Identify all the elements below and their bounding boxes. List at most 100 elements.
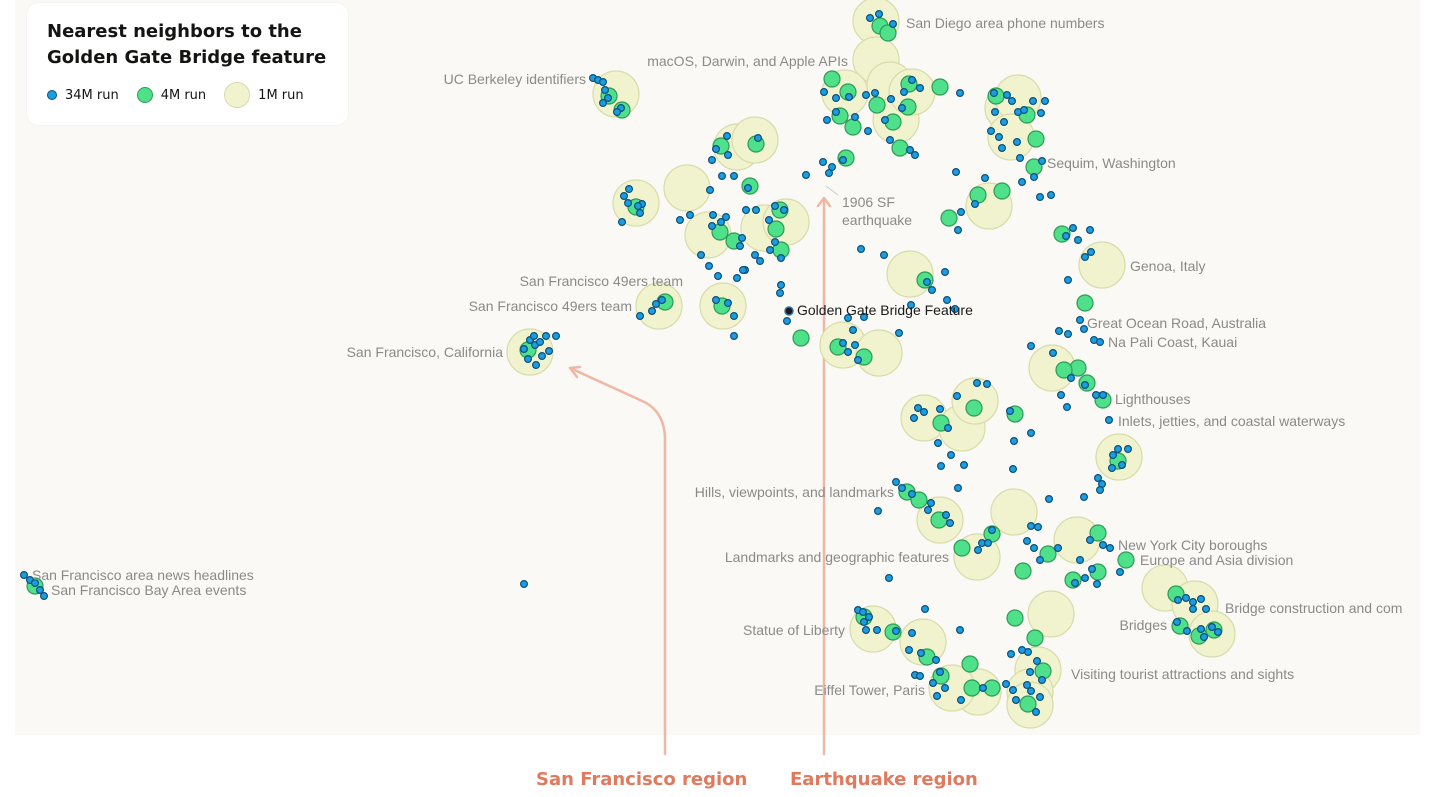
small-marker-189[interactable] (1044, 495, 1053, 504)
small-marker-83[interactable] (729, 312, 738, 321)
small-marker-61[interactable] (779, 206, 788, 215)
small-marker-194[interactable] (1075, 555, 1084, 564)
small-marker-13[interactable] (844, 92, 853, 101)
medium-marker-39[interactable] (1055, 361, 1073, 379)
small-marker-210[interactable] (1182, 626, 1191, 635)
small-marker-42[interactable] (743, 184, 752, 193)
small-marker-266[interactable] (39, 591, 48, 600)
small-marker-14[interactable] (861, 90, 870, 99)
small-marker-113[interactable] (986, 126, 995, 135)
medium-marker-22[interactable] (767, 220, 785, 238)
small-marker-30[interactable] (818, 158, 827, 167)
small-marker-0[interactable] (865, 14, 874, 23)
small-marker-247[interactable] (1031, 707, 1040, 716)
medium-marker-29[interactable] (1027, 130, 1045, 148)
small-marker-184[interactable] (987, 525, 996, 534)
small-marker-217[interactable] (858, 607, 867, 616)
small-marker-176[interactable] (907, 490, 916, 499)
small-marker-213[interactable] (1213, 627, 1222, 636)
small-marker-218[interactable] (864, 612, 873, 621)
small-marker-181[interactable] (873, 507, 882, 516)
small-marker-48[interactable] (617, 218, 626, 227)
small-marker-25[interactable] (880, 115, 889, 124)
small-marker-135[interactable] (1079, 325, 1088, 334)
small-marker-162[interactable] (1009, 437, 1018, 446)
small-marker-235[interactable] (956, 695, 965, 704)
small-marker-177[interactable] (926, 499, 935, 508)
small-marker-127[interactable] (1068, 224, 1077, 233)
small-marker-96[interactable] (922, 278, 931, 287)
small-marker-120[interactable] (1017, 178, 1026, 187)
small-marker-15[interactable] (870, 88, 879, 97)
small-marker-104[interactable] (1007, 96, 1016, 105)
small-marker-10[interactable] (612, 107, 621, 116)
small-marker-186[interactable] (973, 545, 982, 554)
small-marker-206[interactable] (1196, 594, 1205, 603)
small-marker-167[interactable] (1123, 445, 1132, 454)
small-marker-191[interactable] (1029, 543, 1038, 552)
small-marker-145[interactable] (1091, 391, 1100, 400)
small-marker-208[interactable] (1188, 604, 1197, 613)
small-marker-121[interactable] (1029, 173, 1038, 182)
small-marker-153[interactable] (935, 405, 944, 414)
small-marker-63[interactable] (765, 246, 774, 255)
small-marker-123[interactable] (970, 200, 979, 209)
small-marker-255[interactable] (544, 347, 553, 356)
small-marker-86[interactable] (843, 314, 852, 323)
small-marker-19[interactable] (915, 83, 924, 92)
small-marker-193[interactable] (1053, 543, 1062, 552)
medium-marker-70[interactable] (1006, 609, 1024, 627)
small-marker-82[interactable] (723, 299, 732, 308)
small-marker-220[interactable] (861, 625, 870, 634)
small-marker-98[interactable] (942, 296, 951, 305)
small-marker-188[interactable] (1033, 522, 1042, 531)
small-marker-179[interactable] (941, 511, 950, 520)
small-marker-18[interactable] (907, 75, 916, 84)
small-marker-234[interactable] (932, 691, 941, 700)
small-marker-27[interactable] (885, 136, 894, 145)
small-marker-159[interactable] (946, 451, 955, 460)
small-marker-233[interactable] (940, 683, 949, 692)
small-marker-111[interactable] (1036, 108, 1045, 117)
medium-marker-4[interactable] (868, 96, 886, 114)
small-marker-259[interactable] (519, 345, 528, 354)
small-marker-198[interactable] (1092, 579, 1101, 588)
small-marker-197[interactable] (1105, 543, 1114, 552)
small-marker-196[interactable] (1098, 540, 1107, 549)
small-marker-38[interactable] (723, 151, 732, 160)
small-marker-232[interactable] (928, 678, 937, 687)
small-marker-122[interactable] (980, 174, 989, 183)
small-marker-161[interactable] (959, 461, 968, 470)
small-marker-50[interactable] (633, 202, 642, 211)
small-marker-80[interactable] (657, 296, 666, 305)
small-marker-203[interactable] (1173, 595, 1182, 604)
small-marker-44[interactable] (624, 185, 633, 194)
small-marker-143[interactable] (1066, 374, 1075, 383)
small-marker-1[interactable] (874, 10, 883, 19)
small-marker-108[interactable] (1019, 105, 1028, 114)
small-marker-40[interactable] (717, 172, 726, 181)
small-marker-225[interactable] (904, 645, 913, 654)
small-marker-160[interactable] (936, 462, 945, 471)
small-marker-94[interactable] (906, 301, 915, 310)
small-marker-238[interactable] (1032, 656, 1041, 665)
small-marker-224[interactable] (920, 604, 929, 613)
small-marker-124[interactable] (956, 208, 965, 217)
small-marker-249[interactable] (1001, 679, 1010, 688)
small-marker-141[interactable] (1026, 342, 1035, 351)
small-marker-133[interactable] (1063, 276, 1072, 285)
small-marker-190[interactable] (1022, 536, 1031, 545)
small-marker-239[interactable] (1025, 667, 1034, 676)
small-marker-144[interactable] (1080, 381, 1089, 390)
small-marker-215[interactable] (884, 573, 893, 582)
medium-marker-32[interactable] (993, 182, 1011, 200)
small-marker-137[interactable] (1095, 338, 1104, 347)
medium-marker-73[interactable] (1019, 695, 1037, 713)
small-marker-5[interactable] (598, 77, 607, 86)
small-marker-54[interactable] (707, 222, 716, 231)
small-marker-8[interactable] (598, 98, 607, 107)
medium-marker-67[interactable] (961, 655, 979, 673)
small-marker-260[interactable] (519, 579, 528, 588)
small-marker-209[interactable] (1172, 617, 1181, 626)
small-marker-66[interactable] (735, 242, 744, 251)
